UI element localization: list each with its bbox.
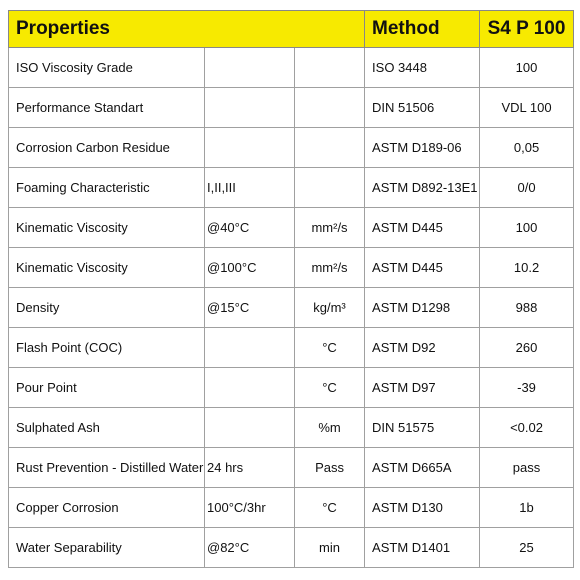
table-cell: mm²/s	[293, 247, 366, 288]
table-row: Pour Point °C ASTM D97 -39	[8, 367, 575, 408]
table-cell: °C	[293, 487, 366, 528]
table-cell: 24 hrs	[204, 447, 295, 488]
table-cell	[293, 47, 366, 88]
table-cell: 100	[479, 207, 575, 248]
table-cell: Density	[8, 287, 205, 328]
table-row: Corrosion Carbon Residue ASTM D189-06 0,05	[8, 127, 575, 168]
table-cell: pass	[479, 447, 575, 488]
table-cell	[204, 47, 295, 88]
table-cell: @15°C	[204, 287, 295, 328]
table-cell: 1b	[479, 487, 575, 528]
table-cell: Copper Corrosion	[8, 487, 205, 528]
header-cell: Properties	[7, 10, 366, 48]
table-row: Performance Standart DIN 51506 VDL 100	[8, 87, 575, 128]
table-cell: Pass	[293, 447, 366, 488]
table-cell: Performance Standart	[8, 87, 205, 128]
table-cell: 260	[479, 327, 575, 368]
table-cell: 100	[479, 47, 575, 88]
table-row: Flash Point (COC) °C ASTM D92 260	[8, 327, 575, 368]
properties-table: Properties Method S4 P 100 ISO Viscosity…	[7, 10, 575, 568]
table-cell: @40°C	[204, 207, 295, 248]
table-cell: Pour Point	[8, 367, 205, 408]
table-cell: Kinematic Viscosity	[8, 247, 205, 288]
table-cell: ASTM D130	[364, 487, 481, 528]
table-cell: Kinematic Viscosity	[8, 207, 205, 248]
table-cell	[293, 127, 366, 168]
table-row: Foaming Characteristic I,II,III ASTM D892-…	[8, 167, 575, 208]
table-cell	[204, 407, 295, 448]
table-cell: ASTM D445	[364, 247, 481, 288]
table-cell: ISO Viscosity Grade	[8, 47, 205, 88]
table-cell	[204, 87, 295, 128]
table-row: Rust Prevention - Distilled Water 24 hrs P…	[8, 447, 575, 488]
table-cell	[293, 87, 366, 128]
table-cell: °C	[293, 327, 366, 368]
table-cell: °C	[293, 367, 366, 408]
table-row: Kinematic Viscosity @100°C mm²/s ASTM D445 1…	[8, 247, 575, 288]
table-cell: Sulphated Ash	[8, 407, 205, 448]
table-cell: ASTM D445	[364, 207, 481, 248]
table-row: Water Separability @82°C min ASTM D1401 25	[8, 527, 575, 568]
table-cell: Corrosion Carbon Residue	[8, 127, 205, 168]
table-cell: %m	[293, 407, 366, 448]
table-cell: ISO 3448	[364, 47, 481, 88]
table-header: Properties Method S4 P 100	[7, 10, 575, 48]
table-cell: Flash Point (COC)	[8, 327, 205, 368]
table-cell: min	[293, 527, 366, 568]
table-cell: 25	[479, 527, 575, 568]
table-cell: @82°C	[204, 527, 295, 568]
table-cell: DIN 51575	[364, 407, 481, 448]
table-row: Density @15°C kg/m³ ASTM D1298 988	[8, 287, 575, 328]
table-cell: <0.02	[479, 407, 575, 448]
table-cell: ASTM D1401	[364, 527, 481, 568]
table-cell: ASTM D1298	[364, 287, 481, 328]
table-cell: ASTM D892-13E1	[364, 167, 481, 208]
table-cell: 100°C/3hr	[204, 487, 295, 528]
table-body: ISO Viscosity Grade ISO 3448 100 Performanc…	[8, 47, 575, 568]
table-cell: 988	[479, 287, 575, 328]
table-row: Sulphated Ash %m DIN 51575 <0.02	[8, 407, 575, 448]
table-cell	[204, 327, 295, 368]
table-cell: Water Separability	[8, 527, 205, 568]
table-row: Kinematic Viscosity @40°C mm²/s ASTM D445 10…	[8, 207, 575, 248]
table-cell: ASTM D92	[364, 327, 481, 368]
header-cell: S4 P 100	[479, 10, 575, 48]
table-cell: Rust Prevention - Distilled Water	[8, 447, 205, 488]
table-cell	[204, 367, 295, 408]
table-cell: ASTM D665A	[364, 447, 481, 488]
table-cell: 0,05	[479, 127, 575, 168]
table-cell: VDL 100	[479, 87, 575, 128]
table-cell: I,II,III	[204, 167, 295, 208]
table-cell: 0/0	[479, 167, 575, 208]
table-row: Copper Corrosion 100°C/3hr °C ASTM D130 1b	[8, 487, 575, 528]
table-cell: DIN 51506	[364, 87, 481, 128]
table-row: ISO Viscosity Grade ISO 3448 100	[8, 47, 575, 88]
table-cell: ASTM D189-06	[364, 127, 481, 168]
table-cell: ASTM D97	[364, 367, 481, 408]
table-cell	[204, 127, 295, 168]
table-cell	[293, 167, 366, 208]
header-cell: Method	[364, 10, 481, 48]
header-row: Properties Method S4 P 100	[7, 10, 575, 48]
table-cell: Foaming Characteristic	[8, 167, 205, 208]
table-cell: -39	[479, 367, 575, 408]
table-cell: mm²/s	[293, 207, 366, 248]
table-cell: 10.2	[479, 247, 575, 288]
table-cell: @100°C	[204, 247, 295, 288]
table-cell: kg/m³	[293, 287, 366, 328]
